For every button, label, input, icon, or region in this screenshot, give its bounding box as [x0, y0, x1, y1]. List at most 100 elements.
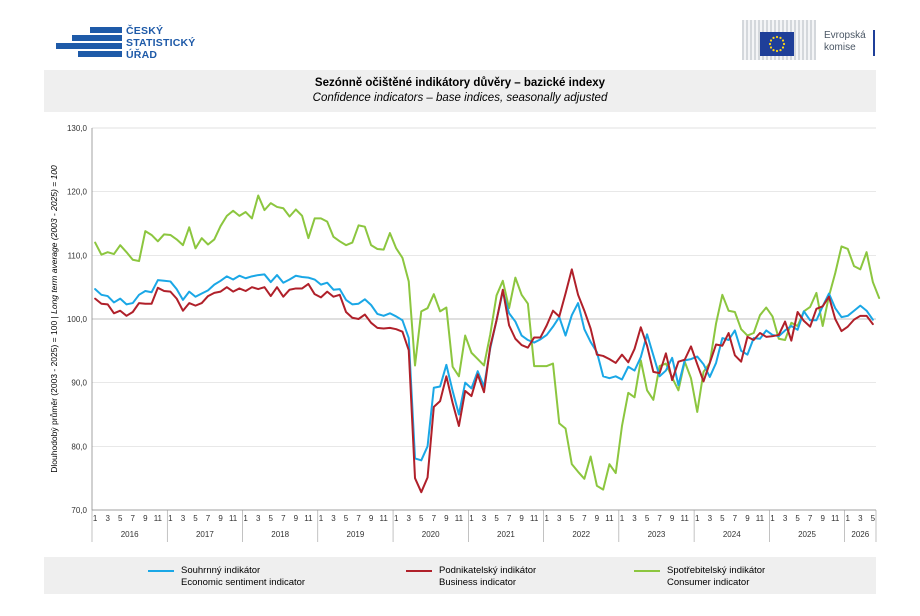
x-tick-label-month: 1 — [695, 514, 700, 523]
y-axis-title-main: Dlouhodobý průměr (2003 - 2025) = 100 | — [49, 314, 59, 473]
x-tick-label-month: 5 — [269, 514, 274, 523]
x-tick-label-month: 11 — [530, 514, 539, 523]
x-tick-label-month: 9 — [745, 514, 750, 523]
x-tick-label-month: 3 — [783, 514, 788, 523]
x-tick-label-month: 9 — [820, 514, 825, 523]
x-tick-label-month: 5 — [193, 514, 198, 523]
x-tick-label-year: 2026 — [851, 530, 869, 539]
y-tick-label: 100,0 — [67, 315, 88, 324]
legend-label-sentiment: Souhrnný indikátor — [181, 565, 261, 576]
x-tick-label-month: 3 — [407, 514, 412, 523]
csu-logo-line-3: ÚŘAD — [126, 49, 158, 61]
x-tick-label-month: 7 — [131, 514, 136, 523]
x-tick-label-year: 2020 — [422, 530, 440, 539]
x-tick-label-month: 5 — [645, 514, 650, 523]
y-tick-label: 130,0 — [67, 124, 88, 133]
x-tick-label-month: 9 — [143, 514, 148, 523]
x-tick-label-month: 7 — [281, 514, 286, 523]
chart-title: Sezónně očištěné indikátory důvěry – baz… — [314, 77, 606, 89]
x-tick-label-month: 3 — [858, 514, 863, 523]
x-tick-label-month: 5 — [570, 514, 575, 523]
legend-label-business-en: Business indicator — [439, 577, 517, 588]
ec-logo-line-1: Evropská — [824, 30, 866, 41]
x-tick-label-month: 9 — [218, 514, 223, 523]
legend-label-consumer: Spotřebitelský indikátor — [667, 565, 766, 576]
x-tick-label-month: 11 — [304, 514, 313, 523]
chart-subtitle: Confidence indicators – base indices, se… — [312, 92, 608, 104]
x-tick-label-month: 7 — [808, 514, 813, 523]
x-tick-label-month: 11 — [831, 514, 840, 523]
y-tick-label: 80,0 — [71, 442, 87, 451]
x-tick-label-month: 5 — [720, 514, 725, 523]
axes — [91, 128, 876, 511]
x-tick-label-year: 2022 — [572, 530, 590, 539]
x-tick-label-month: 1 — [243, 514, 248, 523]
ec-logo-text: Evropská komise — [824, 30, 866, 54]
legend-label-business: Podnikatelský indikátor — [439, 565, 537, 576]
y-tick-label: 110,0 — [68, 251, 88, 260]
x-tick-label-month: 5 — [494, 514, 499, 523]
legend: Souhrnný indikátor Economic sentiment in… — [44, 557, 876, 594]
csu-logo-text: ČESKÝ STATISTICKÝ ÚŘAD — [126, 25, 195, 61]
x-tick-label-month: 7 — [582, 514, 587, 523]
y-tick-label: 90,0 — [71, 379, 87, 388]
x-tick-label-month: 3 — [708, 514, 713, 523]
y-axis-title: Dlouhodobý průměr (2003 - 2025) = 100 | … — [49, 165, 59, 473]
x-tick-label-year: 2016 — [121, 530, 139, 539]
legend-swatch-business — [406, 570, 432, 572]
x-tick-label-month: 7 — [206, 514, 211, 523]
x-tick-label-month: 3 — [331, 514, 336, 523]
chart-title-band: Sezónně očištěné indikátory důvěry – baz… — [44, 70, 876, 112]
ec-logo: Evropská komise — [742, 18, 882, 66]
ec-logo-divider — [873, 30, 875, 56]
x-tick-label-year: 2019 — [347, 530, 365, 539]
x-tick-label-month: 1 — [544, 514, 549, 523]
x-tick-label-month: 3 — [105, 514, 110, 523]
x-tick-label-month: 1 — [168, 514, 173, 523]
y-tick-label: 120,0 — [67, 188, 88, 197]
x-tick-label-month: 1 — [319, 514, 324, 523]
x-tick-label-month: 1 — [770, 514, 775, 523]
x-tick-label-month: 5 — [795, 514, 800, 523]
x-tick-label-month: 5 — [344, 514, 349, 523]
x-tick-label-month: 5 — [419, 514, 424, 523]
x-tick-label-month: 3 — [632, 514, 637, 523]
x-tick-label-year: 2024 — [723, 530, 741, 539]
x-axis-ticks: 1 3 5 7 9 11 1 3 5 7 9 11 1 3 5 7 9 11 1 3 5 7 9 11 1 3 5 7 9 11 1 3 5 7 9… — [91, 510, 877, 542]
x-tick-label-year: 2017 — [196, 530, 214, 539]
x-tick-label-month: 5 — [871, 514, 876, 523]
x-tick-label-month: 7 — [657, 514, 662, 523]
x-tick-label-month: 3 — [557, 514, 562, 523]
x-tick-label-year: 2018 — [271, 530, 289, 539]
eu-flag-icon — [760, 32, 794, 56]
x-tick-label-month: 9 — [369, 514, 374, 523]
x-tick-label-year: 2021 — [497, 530, 515, 539]
x-tick-label-month: 9 — [670, 514, 675, 523]
x-tick-label-month: 7 — [432, 514, 437, 523]
x-tick-label-month: 11 — [756, 514, 765, 523]
x-tick-label-month: 7 — [356, 514, 361, 523]
x-tick-label-year: 2023 — [648, 530, 666, 539]
x-tick-label-month: 1 — [469, 514, 474, 523]
x-tick-label-month: 11 — [229, 514, 238, 523]
series-lines — [94, 194, 881, 494]
series-line-business — [94, 268, 874, 494]
x-tick-label-month: 1 — [846, 514, 851, 523]
y-axis-title-italic: Long term average (2003 - 2025) = 100 — [49, 165, 59, 314]
csu-logo: ČESKÝ STATISTICKÝ ÚŘAD — [56, 24, 216, 64]
legend-swatch-consumer — [634, 570, 660, 572]
x-tick-label-month: 3 — [181, 514, 186, 523]
series-line-sentiment — [94, 273, 874, 462]
series-line-consumer — [94, 194, 881, 491]
x-tick-label-month: 3 — [482, 514, 487, 523]
x-tick-label-month: 11 — [605, 514, 614, 523]
x-tick-label-month: 7 — [733, 514, 738, 523]
x-tick-label-month: 11 — [379, 514, 388, 523]
y-tick-label: 70,0 — [71, 506, 87, 515]
x-tick-label-year: 2025 — [798, 530, 816, 539]
x-tick-label-month: 1 — [394, 514, 399, 523]
csu-logo-line-1: ČESKÝ — [126, 25, 164, 37]
x-tick-label-month: 5 — [118, 514, 123, 523]
x-tick-label-month: 9 — [519, 514, 524, 523]
x-tick-label-month: 9 — [294, 514, 299, 523]
